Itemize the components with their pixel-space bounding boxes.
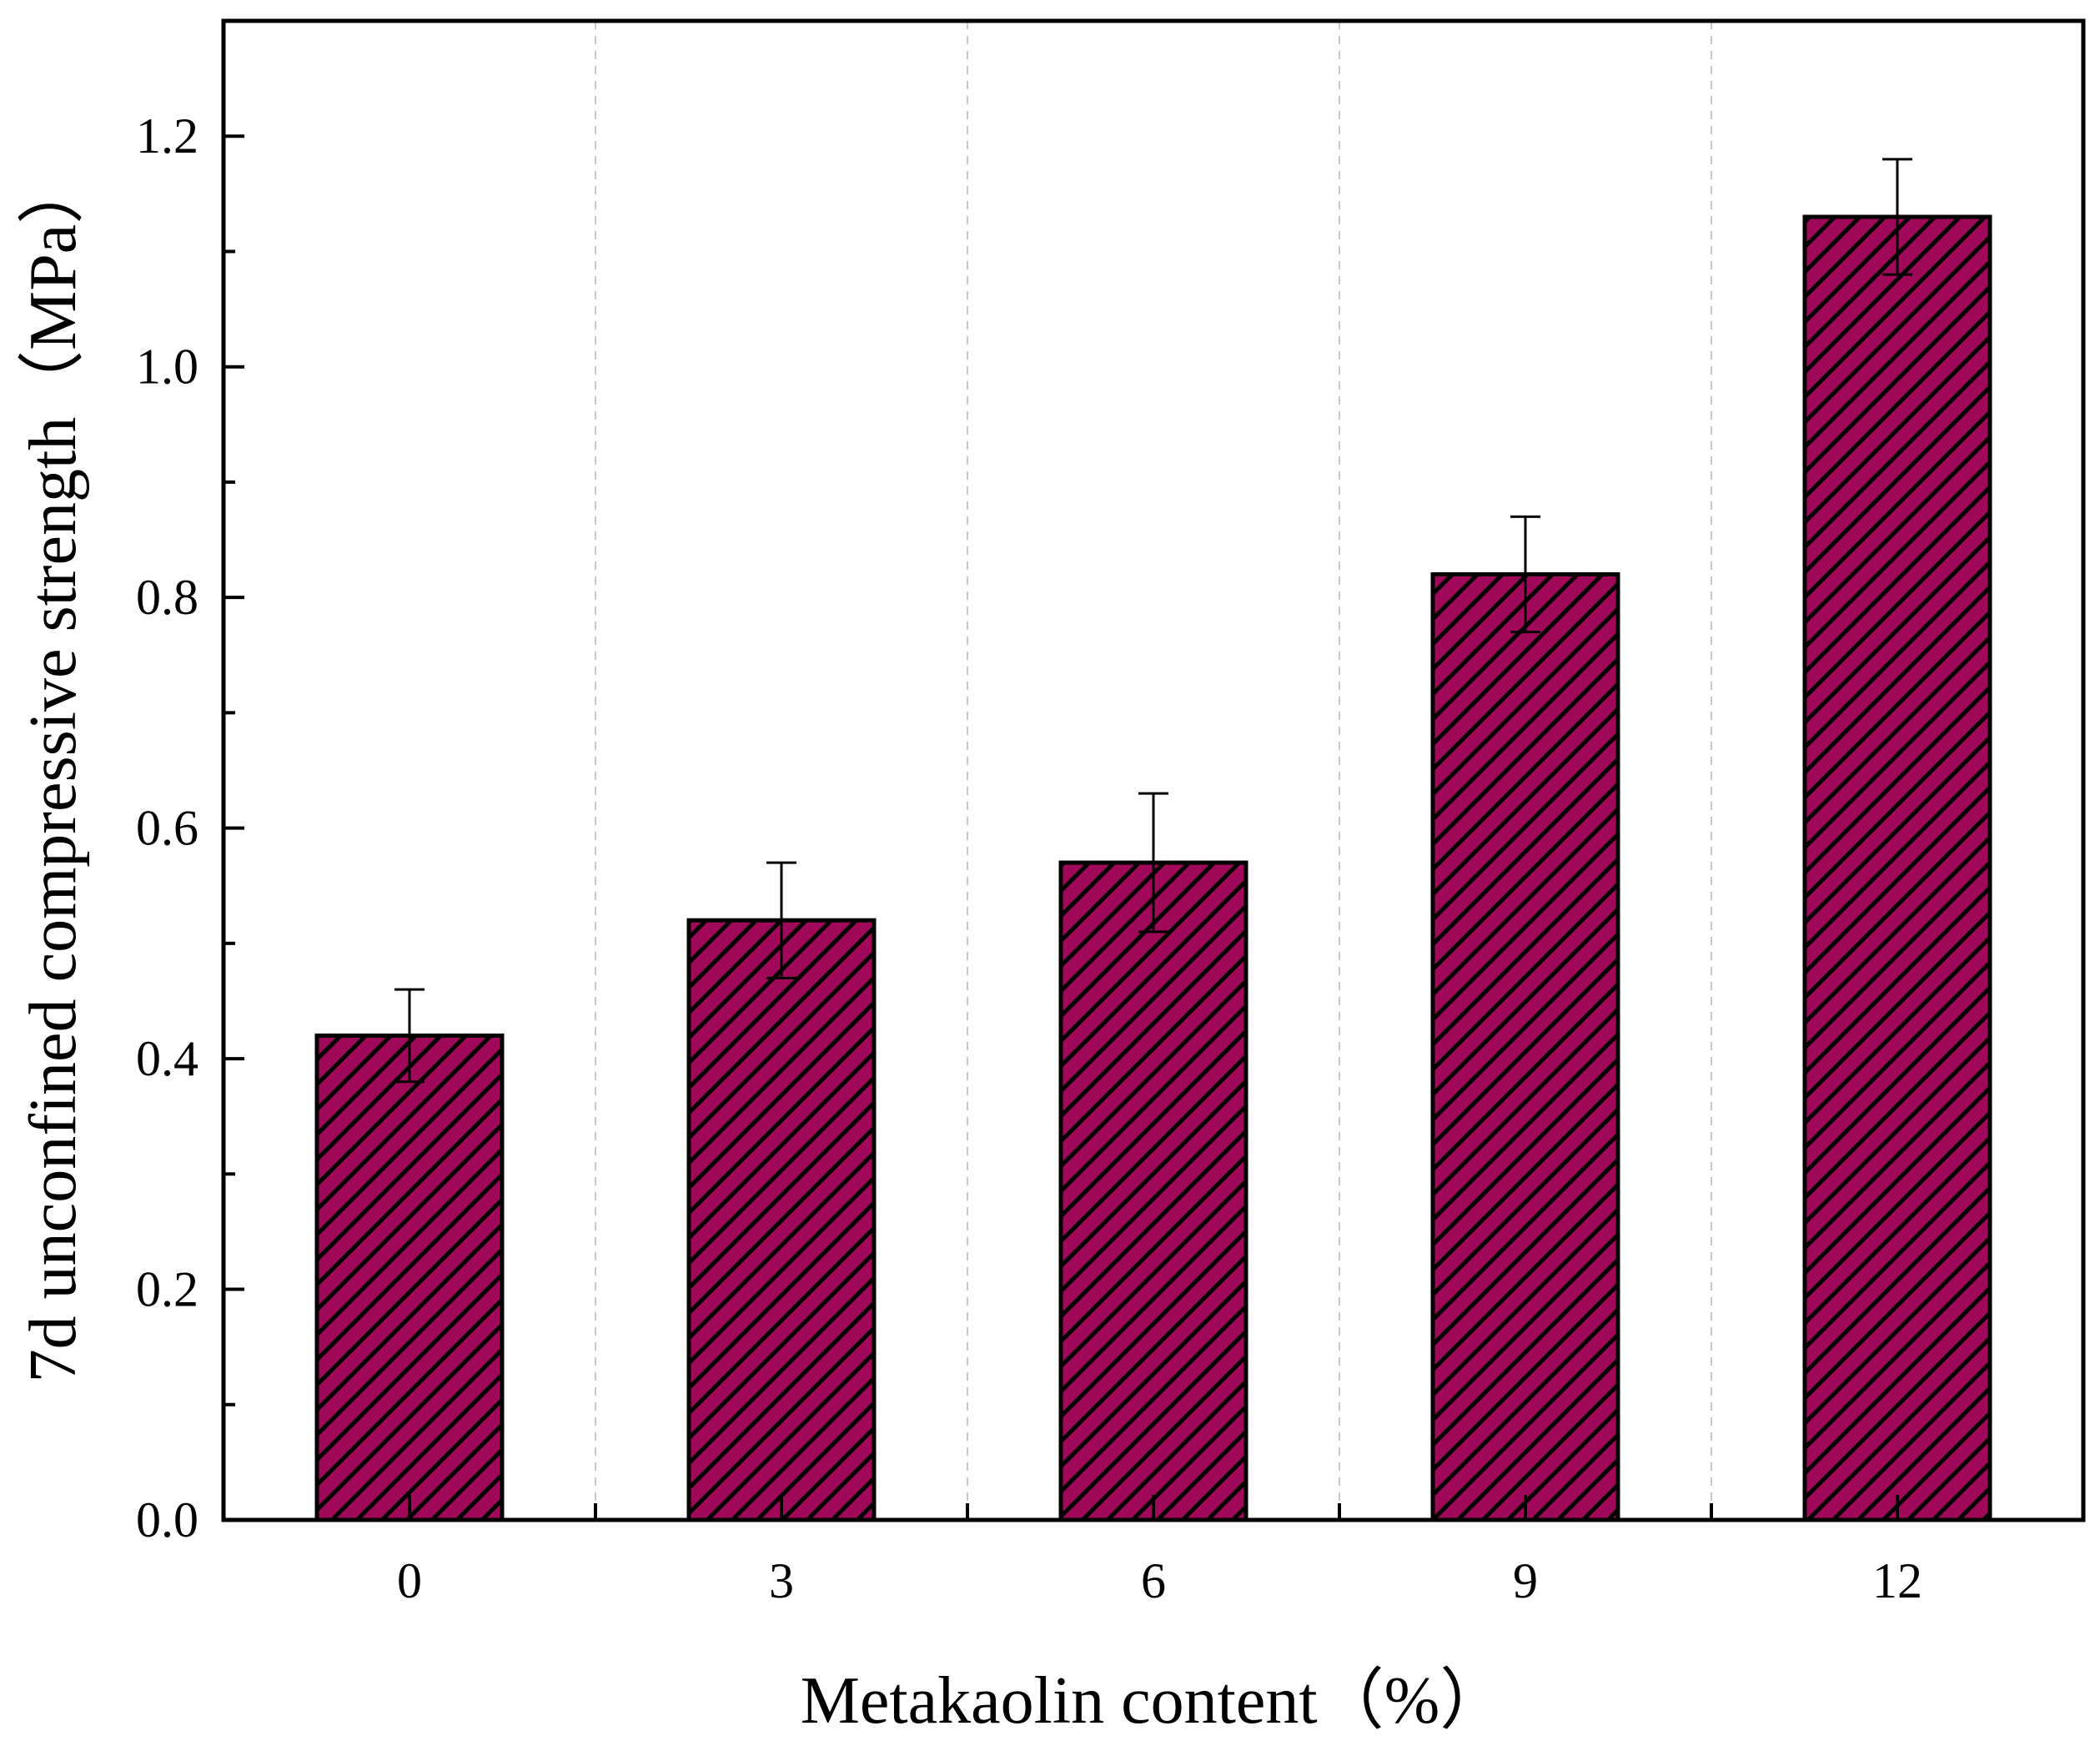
grid-layer <box>595 21 1712 1520</box>
ticks-layer <box>224 134 1899 1522</box>
bar-12 <box>1802 214 1992 1522</box>
x-tick-label-6: 6 <box>1141 1553 1166 1608</box>
x-tick-label-0: 0 <box>397 1553 422 1608</box>
y-tick-label: 0.4 <box>136 1031 198 1086</box>
bar-6 <box>1058 860 1248 1522</box>
y-tick-label: 0.2 <box>136 1262 198 1317</box>
x-axis-title: Metakaolin content（%） <box>801 1664 1506 1738</box>
bar-3 <box>686 918 877 1522</box>
labels-layer: 0 3 6 9 12 0.0 0.2 0.4 0.6 0.8 1.0 1.2 <box>136 108 1922 1608</box>
x-tick-label-9: 9 <box>1513 1553 1538 1608</box>
y-axis-title: 7d unconfined compressive strength（MPa） <box>17 158 90 1383</box>
y-tick-label: 1.0 <box>136 340 198 395</box>
y-tick-label: 1.2 <box>136 108 198 164</box>
y-tick-label: 0.6 <box>136 801 198 856</box>
x-tick-label-12: 12 <box>1872 1553 1922 1608</box>
error-bars-layer <box>394 158 1912 1084</box>
y-tick-label: 0.8 <box>136 570 198 625</box>
x-tick-label-3: 3 <box>769 1553 794 1608</box>
bar-9 <box>1430 572 1620 1522</box>
y-tick-label: 0.0 <box>136 1492 198 1547</box>
bar-0 <box>314 1033 505 1522</box>
